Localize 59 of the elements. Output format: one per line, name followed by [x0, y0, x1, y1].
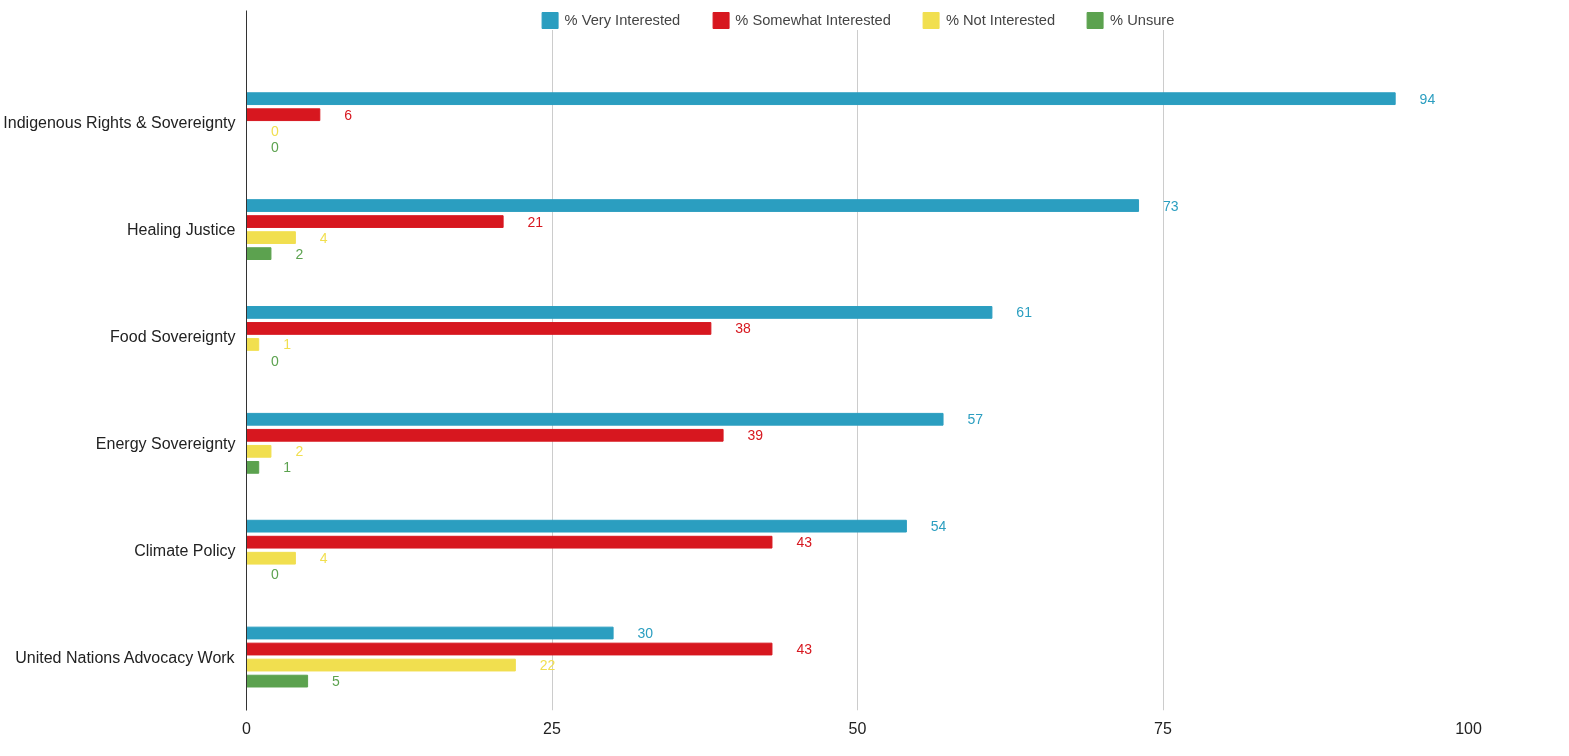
data-label: 57 [967, 411, 984, 428]
data-label: 1 [283, 459, 292, 476]
data-label: 4 [319, 550, 328, 567]
data-label: 22 [539, 657, 556, 674]
data-label: 38 [735, 320, 752, 337]
data-label: 61 [1016, 304, 1033, 321]
data-label: 4 [319, 229, 328, 246]
data-label: 54 [930, 518, 947, 535]
bar [246, 674, 309, 688]
x-tick-label: 75 [1154, 719, 1172, 737]
data-label: 21 [527, 213, 544, 230]
bar [246, 92, 1396, 106]
legend-label: % Very Interested [564, 12, 681, 28]
bar [246, 551, 296, 565]
data-label: 2 [295, 443, 304, 460]
data-label: 73 [1163, 197, 1179, 214]
bar [246, 306, 993, 319]
data-label: 0 [270, 138, 279, 155]
x-tick-label: 100 [1455, 719, 1482, 737]
x-tick-label: 25 [543, 719, 561, 737]
y-tick-label: Food Sovereignty [110, 327, 236, 345]
data-label: 5 [332, 673, 341, 690]
bar [246, 519, 907, 533]
y-tick-label: Energy Sovereignty [95, 434, 236, 452]
data-label: 39 [747, 427, 764, 444]
data-label: 0 [270, 566, 279, 583]
bar [246, 108, 321, 122]
bar [246, 247, 272, 261]
bar [246, 535, 773, 549]
y-tick-label: United Nations Advocacy Work [15, 648, 236, 666]
legend-label: % Unsure [1110, 12, 1175, 28]
bar [246, 460, 260, 474]
data-label: 2 [295, 245, 304, 262]
x-tick-label: 50 [848, 719, 867, 737]
x-tick-label: 0 [242, 719, 252, 737]
legend-label: % Somewhat Interested [735, 12, 891, 28]
bar [246, 338, 260, 351]
bar [246, 322, 712, 335]
bar [246, 658, 516, 672]
y-tick-label: Healing Justice [127, 221, 236, 239]
data-label: 6 [344, 106, 353, 123]
y-tick-label: Indigenous Rights & Sovereignty [3, 114, 236, 132]
data-label: 0 [270, 122, 279, 139]
data-label: 94 [1419, 90, 1436, 107]
bar [246, 626, 614, 640]
bar [246, 231, 296, 244]
y-tick-label: Climate Policy [134, 541, 236, 559]
bar [246, 444, 272, 458]
bar [246, 412, 944, 426]
data-label: 43 [796, 534, 813, 551]
data-label: 0 [270, 352, 279, 369]
bar [246, 428, 724, 442]
bar [246, 215, 504, 228]
data-label: 43 [796, 641, 813, 658]
data-label: 1 [283, 336, 292, 353]
legend-label: % Not Interested [945, 12, 1056, 28]
data-label: 30 [637, 625, 654, 642]
bar [246, 199, 1140, 212]
bar [246, 642, 773, 656]
